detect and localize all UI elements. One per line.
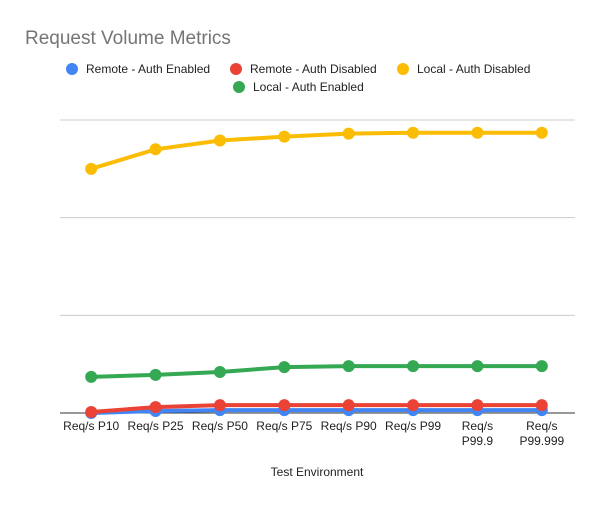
legend-item: Local - Auth Enabled [233,80,364,94]
legend-label: Local - Auth Enabled [253,80,364,94]
legend-item: Local - Auth Disabled [397,62,530,76]
x-tick-label-line: P99.999 [519,434,564,448]
data-point [407,126,420,139]
series-group [85,126,548,419]
legend-label: Remote - Auth Enabled [86,62,210,76]
data-point [471,360,484,373]
series-line [91,364,542,379]
data-point [85,406,98,419]
x-axis-ticks: Req/s P10 Req/s P25 Req/s P50 Req/s P75 Req/… [63,419,564,448]
series-remote-auth-disabled [85,399,548,419]
data-point [471,126,484,139]
data-point [149,368,162,381]
data-point [342,127,355,140]
data-point [407,360,420,373]
legend-item: Remote - Auth Disabled [230,62,377,76]
x-tick-label: Req/s P10 [63,419,119,433]
x-tick-label-line: Req/s P90 [321,419,377,433]
legend-label: Remote - Auth Disabled [250,62,377,76]
data-point [213,399,226,412]
legend-swatch [66,63,78,75]
series-local-auth-disabled [85,126,548,175]
data-point [85,370,98,383]
series-line [91,403,542,415]
legend-swatch [397,63,409,75]
data-point [342,360,355,373]
x-tick-label-line: Req/s P99 [385,419,441,433]
x-tick-label: Req/s P99 [385,419,441,433]
x-tick-label-line: P99.9 [462,434,494,448]
data-point [535,360,548,373]
legend: Remote - Auth Enabled Remote - Auth Disab… [66,62,530,94]
x-tick-label: Req/s P90 [321,419,377,433]
gridlines [60,119,575,414]
x-axis-label: Test Environment [271,465,364,479]
x-tick-label: Req/s P50 [192,419,248,433]
data-point [407,399,420,412]
x-tick-label: Req/s P99.999 [519,419,564,448]
data-point [342,399,355,412]
x-tick-label: Req/s P25 [128,419,184,433]
series-line [91,408,542,415]
data-point [85,162,98,175]
data-point [535,399,548,412]
x-tick-label: Req/s P99.9 [462,419,494,448]
legend-item: Remote - Auth Enabled [66,62,210,76]
data-point [149,401,162,414]
x-tick-label-line: Req/s [462,419,493,433]
chart-title: Request Volume Metrics [25,28,231,49]
data-point [213,365,226,378]
x-tick-label-line: Req/s P10 [63,419,119,433]
data-point [213,134,226,147]
data-point [471,399,484,412]
legend-label: Local - Auth Disabled [417,62,530,76]
data-point [278,361,291,374]
x-tick-label-line: Req/s [526,419,557,433]
x-tick-label-line: Req/s P75 [256,419,312,433]
data-point [278,130,291,143]
x-tick-label-line: Req/s P25 [128,419,184,433]
legend-swatch [233,81,245,93]
legend-swatch [230,63,242,75]
data-point [535,126,548,139]
x-tick-label: Req/s P75 [256,419,312,433]
series-local-auth-enabled [85,360,548,383]
data-point [149,143,162,156]
x-tick-label-line: Req/s P50 [192,419,248,433]
data-point [278,399,291,412]
series-line [90,130,542,171]
